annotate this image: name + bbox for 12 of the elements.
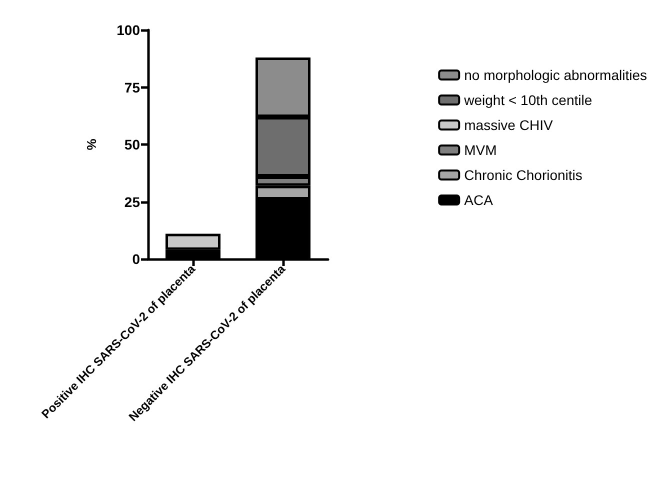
- y-tick-label: 100: [116, 22, 140, 38]
- y-tick-label: 25: [124, 194, 140, 210]
- legend-label: weight < 10th centile: [463, 92, 592, 108]
- legend-label: ACA: [464, 192, 494, 208]
- y-axis-title: %: [84, 138, 99, 150]
- legend-label: Chronic Chorionitis: [464, 167, 582, 183]
- y-tick-label: 0: [132, 251, 140, 267]
- legend-label: MVM: [464, 142, 497, 158]
- legend-label: massive CHIV: [464, 117, 554, 133]
- y-tick-label: 50: [124, 136, 140, 152]
- y-tick-label: 75: [124, 79, 140, 96]
- legend-label: no morphologic abnormalities: [464, 67, 647, 83]
